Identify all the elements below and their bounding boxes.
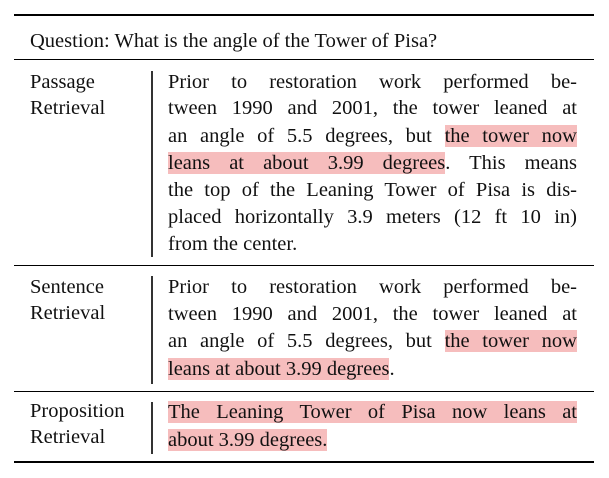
highlight: the tower now bbox=[444, 330, 577, 352]
sentence-line: Prior to restoration work performed be- bbox=[168, 276, 577, 298]
passage-line: the top of the Leaning Tower of Pisa is … bbox=[168, 179, 577, 201]
sentence-line: an angle of 5.5 degrees, but the tower n… bbox=[168, 330, 577, 352]
highlight: The Leaning Tower of Pisa now leans at bbox=[168, 401, 577, 423]
row-separator-proposition bbox=[151, 402, 153, 454]
passage-line: Prior to restoration work performed be- bbox=[168, 71, 577, 93]
row-rule bbox=[14, 391, 594, 392]
row-label-passage-line1: Passage bbox=[30, 71, 95, 93]
row-rule bbox=[14, 265, 594, 266]
row-label-sentence-line1: Sentence bbox=[30, 276, 104, 298]
highlight: leans at about 3.99 degrees bbox=[168, 152, 446, 174]
highlight: leans at about 3.99 degrees bbox=[168, 358, 390, 380]
question-text: Question: What is the angle of the Tower… bbox=[30, 30, 438, 52]
table-top-rule bbox=[14, 14, 594, 16]
passage-line: tween 1990 and 2001, the tower leaned at bbox=[168, 97, 577, 119]
sentence-line: tween 1990 and 2001, the tower leaned at bbox=[168, 303, 577, 325]
passage-line: from the center. bbox=[168, 233, 298, 255]
proposition-line: about 3.99 degrees. bbox=[168, 427, 577, 453]
row-separator-sentence bbox=[151, 276, 153, 384]
highlight: about 3.99 degrees. bbox=[168, 429, 328, 451]
row-separator-passage bbox=[151, 71, 153, 257]
table-bottom-rule bbox=[14, 461, 594, 463]
passage-line: an angle of 5.5 degrees, but the tower n… bbox=[168, 125, 577, 147]
passage-line: leans at about 3.99 degrees. This means bbox=[168, 152, 577, 174]
row-label-proposition-line2: Retrieval bbox=[30, 426, 106, 448]
proposition-line: The Leaning Tower of Pisa now leans at bbox=[168, 399, 577, 425]
row-label-passage-line2: Retrieval bbox=[30, 97, 106, 119]
header-rule bbox=[14, 59, 594, 60]
row-label-proposition-line1: Proposition bbox=[30, 400, 125, 422]
row-label-sentence-line2: Retrieval bbox=[30, 302, 106, 324]
passage-line: placed horizontally 3.9 meters (12 ft 10… bbox=[168, 206, 577, 228]
sentence-line: leans at about 3.99 degrees. bbox=[168, 358, 395, 380]
highlight: the tower now bbox=[444, 125, 577, 147]
